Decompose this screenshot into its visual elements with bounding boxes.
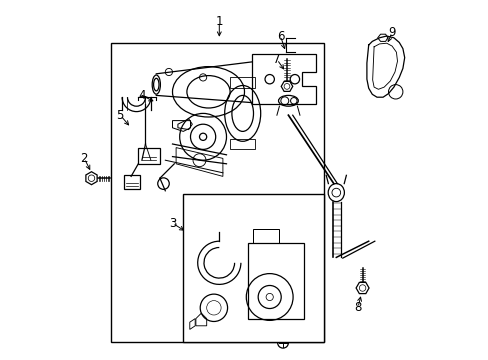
Bar xyxy=(183,194,323,342)
Text: 2: 2 xyxy=(81,152,88,165)
Text: 3: 3 xyxy=(168,217,176,230)
Bar xyxy=(111,43,323,342)
Bar xyxy=(253,229,278,243)
Text: 8: 8 xyxy=(353,301,361,314)
Text: 6: 6 xyxy=(276,30,284,42)
Text: 7: 7 xyxy=(273,53,280,66)
Text: 5: 5 xyxy=(116,109,124,122)
Bar xyxy=(230,77,255,88)
Text: 4: 4 xyxy=(138,89,145,102)
Text: 1: 1 xyxy=(215,15,223,28)
Text: 9: 9 xyxy=(387,26,395,39)
Bar xyxy=(247,243,303,319)
Bar xyxy=(123,175,140,189)
Bar xyxy=(230,139,255,149)
